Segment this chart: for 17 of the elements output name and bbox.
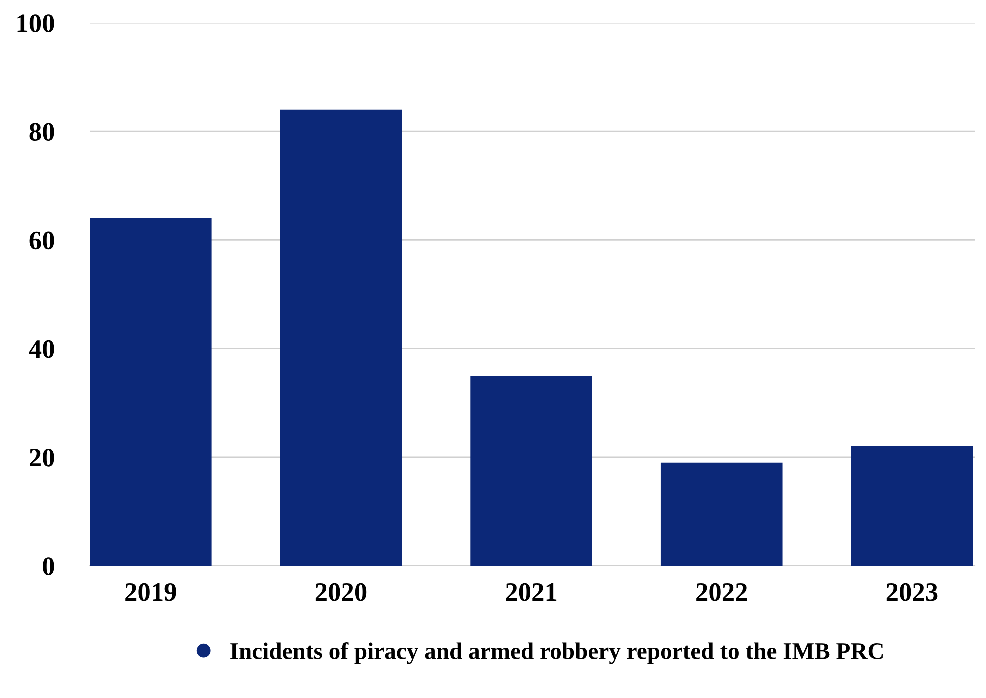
x-tick-label: 2023 [886, 583, 938, 602]
y-tick-label: 20 [30, 449, 54, 467]
y-tick-label: 40 [29, 340, 54, 358]
x-tick-label: 2019 [126, 583, 176, 602]
y-tick-label: 0 [43, 558, 54, 576]
y-tick-label: 100 [18, 14, 54, 32]
x-tick-label: 2020 [316, 583, 367, 602]
y-tick-label: 80 [30, 123, 54, 142]
legend-label: Incidents of piracy and armed robbery reported to the IMB PRC [230, 642, 883, 664]
x-tick-label: 2022 [696, 583, 748, 602]
x-tick-label: 2021 [506, 583, 557, 602]
bar [280, 110, 402, 566]
bar [851, 446, 974, 566]
bar [660, 462, 783, 566]
bar [90, 218, 212, 566]
y-tick-label: 60 [30, 232, 54, 250]
bar [470, 376, 592, 566]
